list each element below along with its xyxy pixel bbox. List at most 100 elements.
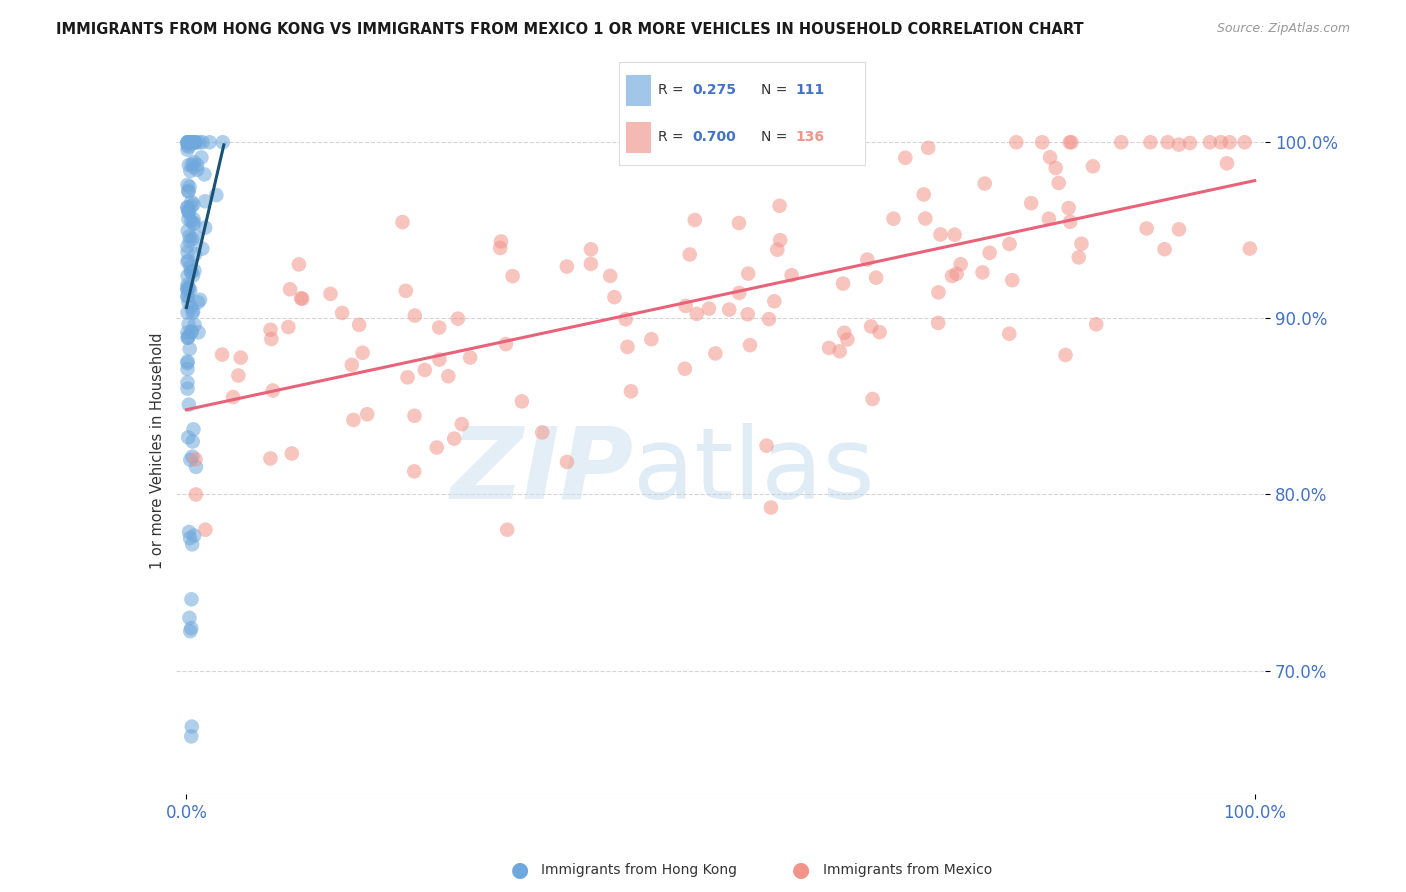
Point — [531, 425, 554, 440]
Point — [186, 162, 208, 177]
Point — [177, 158, 200, 172]
Point — [177, 430, 200, 444]
Point — [290, 291, 312, 305]
Point — [179, 284, 201, 298]
Point — [437, 369, 460, 384]
Point — [869, 325, 891, 339]
Point — [228, 368, 250, 383]
Point — [176, 178, 198, 192]
Point — [179, 611, 201, 625]
Point — [1067, 251, 1090, 265]
Point — [972, 265, 994, 279]
Point — [277, 320, 299, 334]
Point — [638, 135, 661, 149]
Point — [176, 254, 198, 268]
Point — [718, 302, 741, 317]
Point — [281, 446, 304, 460]
Text: ●: ● — [512, 860, 529, 880]
Point — [176, 143, 198, 157]
Point — [176, 331, 198, 345]
Text: R =: R = — [658, 83, 688, 97]
Point — [177, 318, 200, 332]
Point — [404, 464, 426, 478]
Point — [183, 263, 205, 277]
Point — [998, 326, 1021, 341]
Point — [766, 243, 789, 257]
Point — [763, 294, 786, 309]
Text: ●: ● — [793, 860, 810, 880]
Point — [176, 290, 198, 304]
Text: N =: N = — [762, 130, 792, 145]
Point — [184, 135, 207, 149]
Point — [180, 135, 202, 149]
Point — [697, 301, 720, 316]
Point — [211, 135, 233, 149]
Point — [176, 376, 198, 390]
Point — [177, 203, 200, 218]
Point — [262, 384, 284, 398]
Point — [179, 164, 201, 178]
Point — [404, 309, 426, 323]
Point — [177, 331, 200, 345]
Point — [818, 341, 841, 355]
Point — [176, 135, 198, 149]
Text: 136: 136 — [796, 130, 825, 145]
Point — [686, 307, 709, 321]
Text: atlas: atlas — [633, 423, 875, 519]
Point — [769, 233, 792, 247]
Point — [413, 363, 436, 377]
Point — [1219, 135, 1241, 149]
Point — [450, 417, 472, 431]
Point — [179, 229, 201, 244]
Point — [1239, 242, 1261, 256]
Point — [177, 212, 200, 227]
Point — [184, 487, 207, 501]
Point — [176, 382, 198, 396]
Point — [330, 306, 353, 320]
Point — [943, 227, 966, 242]
Point — [177, 206, 200, 220]
Point — [1045, 161, 1067, 175]
Point — [1109, 135, 1132, 149]
Point — [856, 252, 879, 267]
Point — [755, 439, 778, 453]
Point — [181, 450, 204, 464]
Point — [190, 151, 212, 165]
Point — [860, 319, 883, 334]
Point — [179, 624, 201, 639]
Point — [176, 326, 198, 340]
Point — [1136, 221, 1159, 235]
Point — [1216, 156, 1239, 170]
Point — [496, 523, 519, 537]
Point — [579, 257, 602, 271]
Point — [177, 295, 200, 310]
Point — [177, 281, 200, 295]
Point — [973, 177, 995, 191]
Point — [555, 455, 578, 469]
Point — [704, 346, 727, 360]
Point — [188, 135, 211, 149]
Point — [927, 316, 949, 330]
Point — [1199, 135, 1222, 149]
Point — [180, 214, 202, 228]
Point — [1054, 348, 1077, 362]
Point — [865, 270, 887, 285]
Point — [176, 135, 198, 149]
Text: Source: ZipAtlas.com: Source: ZipAtlas.com — [1216, 22, 1350, 36]
Point — [177, 329, 200, 343]
Point — [603, 290, 626, 304]
Text: Immigrants from Hong Kong: Immigrants from Hong Kong — [541, 863, 737, 877]
Point — [176, 362, 198, 376]
Point — [176, 289, 198, 303]
Point — [837, 333, 859, 347]
Point — [177, 524, 200, 539]
Point — [183, 212, 205, 227]
Point — [759, 500, 782, 515]
Point — [1209, 135, 1232, 149]
Point — [679, 247, 702, 261]
Point — [179, 452, 201, 467]
Point — [176, 284, 198, 298]
Point — [181, 268, 204, 283]
Point — [1047, 176, 1070, 190]
Point — [179, 180, 201, 194]
